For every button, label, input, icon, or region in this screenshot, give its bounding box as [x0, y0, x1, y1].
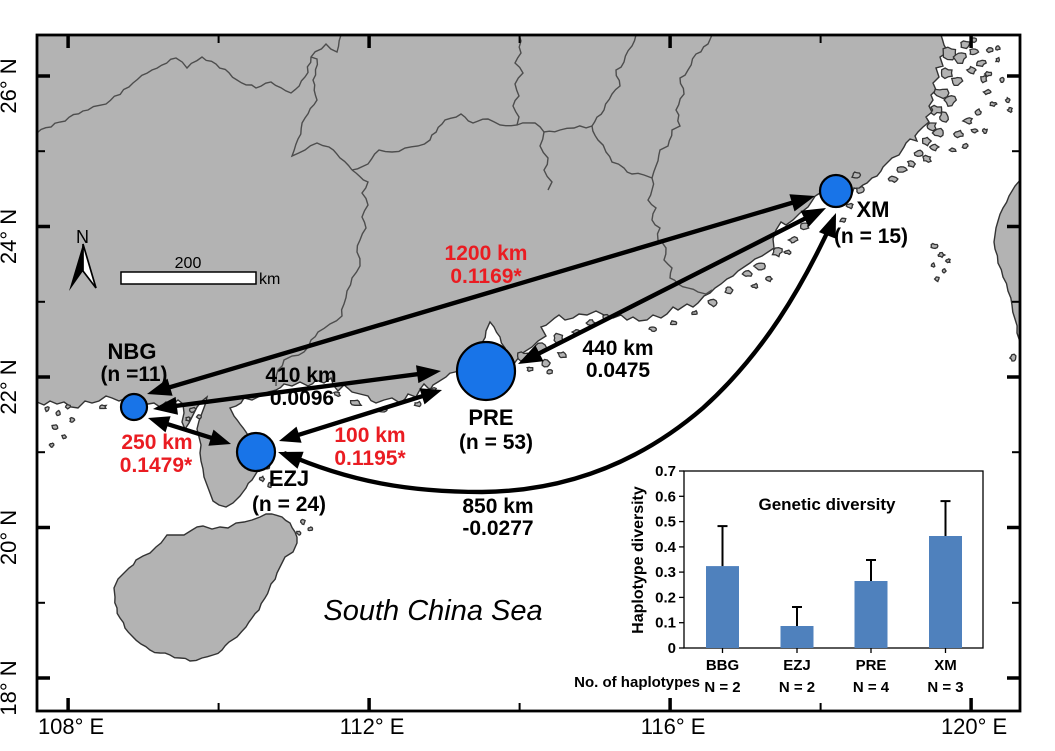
svg-text:0.1169*: 0.1169* [450, 265, 522, 288]
svg-text:0.7: 0.7 [655, 463, 676, 480]
svg-text:Genetic diversity: Genetic diversity [758, 495, 896, 514]
svg-text:No. of haplotypes: No. of haplotypes [574, 674, 700, 691]
svg-text:0.2: 0.2 [655, 589, 676, 606]
svg-text:XM: XM [857, 197, 890, 222]
svg-text:NBG: NBG [108, 339, 157, 364]
svg-text:km: km [259, 271, 280, 288]
svg-text:0.1: 0.1 [655, 615, 676, 632]
svg-text:(n =11): (n =11) [100, 363, 167, 386]
svg-text:EZJ: EZJ [783, 657, 811, 674]
svg-text:440 km: 440 km [582, 337, 653, 360]
svg-text:(n = 15): (n = 15) [834, 225, 908, 248]
svg-text:116° E: 116° E [641, 714, 706, 739]
svg-text:0.1479*: 0.1479* [120, 454, 193, 477]
svg-text:(n = 53): (n = 53) [459, 431, 533, 454]
svg-text:0.0096: 0.0096 [270, 387, 334, 410]
svg-text:PRE: PRE [468, 405, 513, 430]
svg-text:18° N: 18° N [0, 660, 21, 715]
svg-text:22° N: 22° N [0, 359, 21, 414]
svg-text:0.3: 0.3 [655, 564, 676, 581]
svg-text:410 km: 410 km [265, 364, 336, 387]
svg-text:250 km: 250 km [121, 431, 192, 454]
svg-text:24° N: 24° N [0, 209, 21, 264]
svg-text:0.4: 0.4 [655, 539, 677, 556]
svg-text:XM: XM [934, 657, 957, 674]
svg-text:EZJ: EZJ [269, 466, 309, 491]
svg-text:0.6: 0.6 [655, 488, 676, 505]
svg-text:20° N: 20° N [0, 510, 21, 565]
svg-text:-0.0277: -0.0277 [462, 517, 533, 540]
svg-text:200: 200 [175, 255, 202, 272]
svg-text:112° E: 112° E [340, 714, 405, 739]
svg-text:0.1195*: 0.1195* [334, 447, 406, 470]
svg-text:26° N: 26° N [0, 58, 21, 113]
svg-text:N = 3: N = 3 [927, 679, 963, 696]
svg-text:108° E: 108° E [38, 714, 104, 739]
svg-text:Haplotype diversity: Haplotype diversity [630, 486, 647, 634]
svg-text:0.5: 0.5 [655, 514, 676, 531]
svg-text:1200 km: 1200 km [445, 242, 528, 265]
svg-text:N = 4: N = 4 [853, 679, 890, 696]
svg-text:N = 2: N = 2 [704, 679, 740, 696]
svg-text:100 km: 100 km [334, 424, 405, 447]
svg-text:BBG: BBG [706, 657, 739, 674]
svg-text:0: 0 [668, 640, 676, 657]
svg-text:120° E: 120° E [941, 714, 1007, 739]
svg-text:PRE: PRE [856, 657, 887, 674]
svg-text:South China Sea: South China Sea [323, 595, 542, 627]
svg-text:N: N [76, 227, 89, 247]
svg-text:N = 2: N = 2 [779, 679, 815, 696]
svg-text:(n = 24): (n = 24) [252, 493, 326, 516]
svg-text:0.0475: 0.0475 [586, 359, 651, 382]
svg-text:850 km: 850 km [462, 495, 533, 518]
